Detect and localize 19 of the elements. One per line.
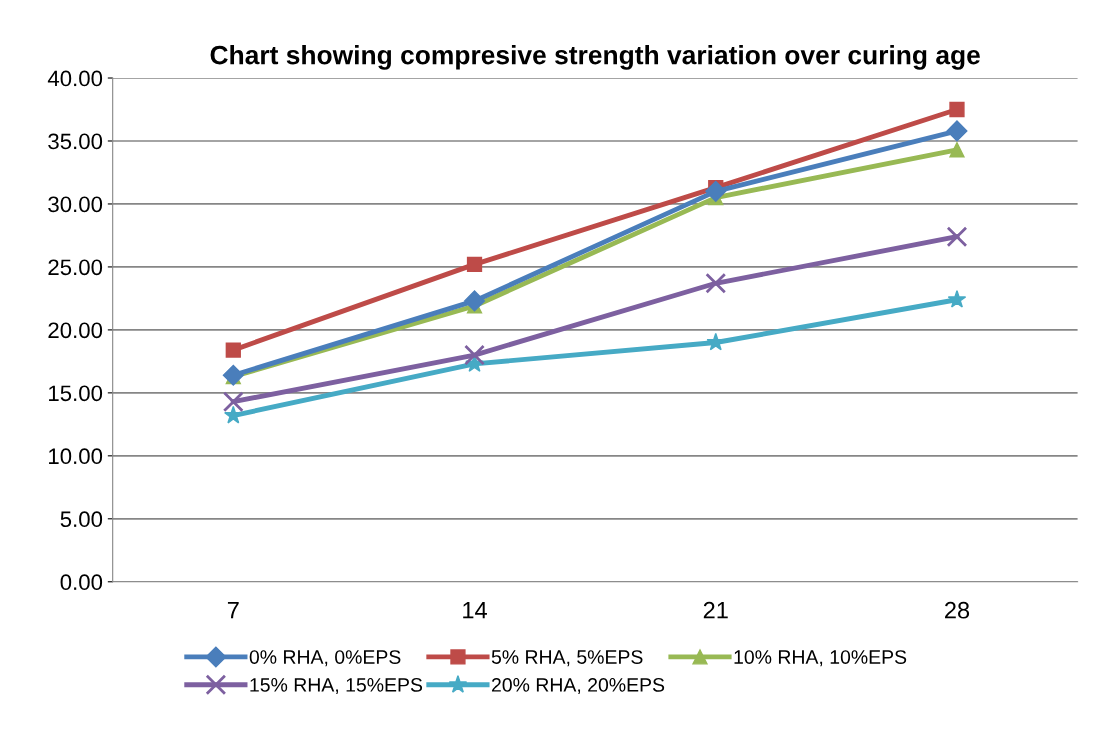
y-tick-label: 30.00 xyxy=(48,196,103,213)
legend-label: 10% RHA, 10%EPS xyxy=(734,650,907,667)
legend-label: 5% RHA, 5%EPS xyxy=(491,650,643,667)
y-tick-label: 15.00 xyxy=(49,385,103,402)
y-tick-label: 5.00 xyxy=(60,511,103,528)
y-tick-label: 20.00 xyxy=(48,322,103,339)
legend-label: 20% RHA, 20%EPS xyxy=(491,678,665,695)
legend-label: 15% RHA, 15%EPS xyxy=(250,678,423,695)
y-tick-label: 40.00 xyxy=(47,70,103,87)
x-tick-label: 7 xyxy=(227,602,239,619)
x-tick-label: 28 xyxy=(945,601,970,619)
legend-label: 0% RHA, 0%EPS xyxy=(249,650,401,667)
y-tick-label: 0.00 xyxy=(60,574,103,591)
y-tick-label: 10.00 xyxy=(49,448,103,465)
x-tick-label: 21 xyxy=(703,601,728,619)
y-tick-label: 35.00 xyxy=(48,133,103,150)
y-tick-label: 25.00 xyxy=(48,259,103,276)
x-tick-label: 14 xyxy=(463,602,487,619)
chart-title: Chart showing compresive strength variation over curing age xyxy=(210,45,980,70)
